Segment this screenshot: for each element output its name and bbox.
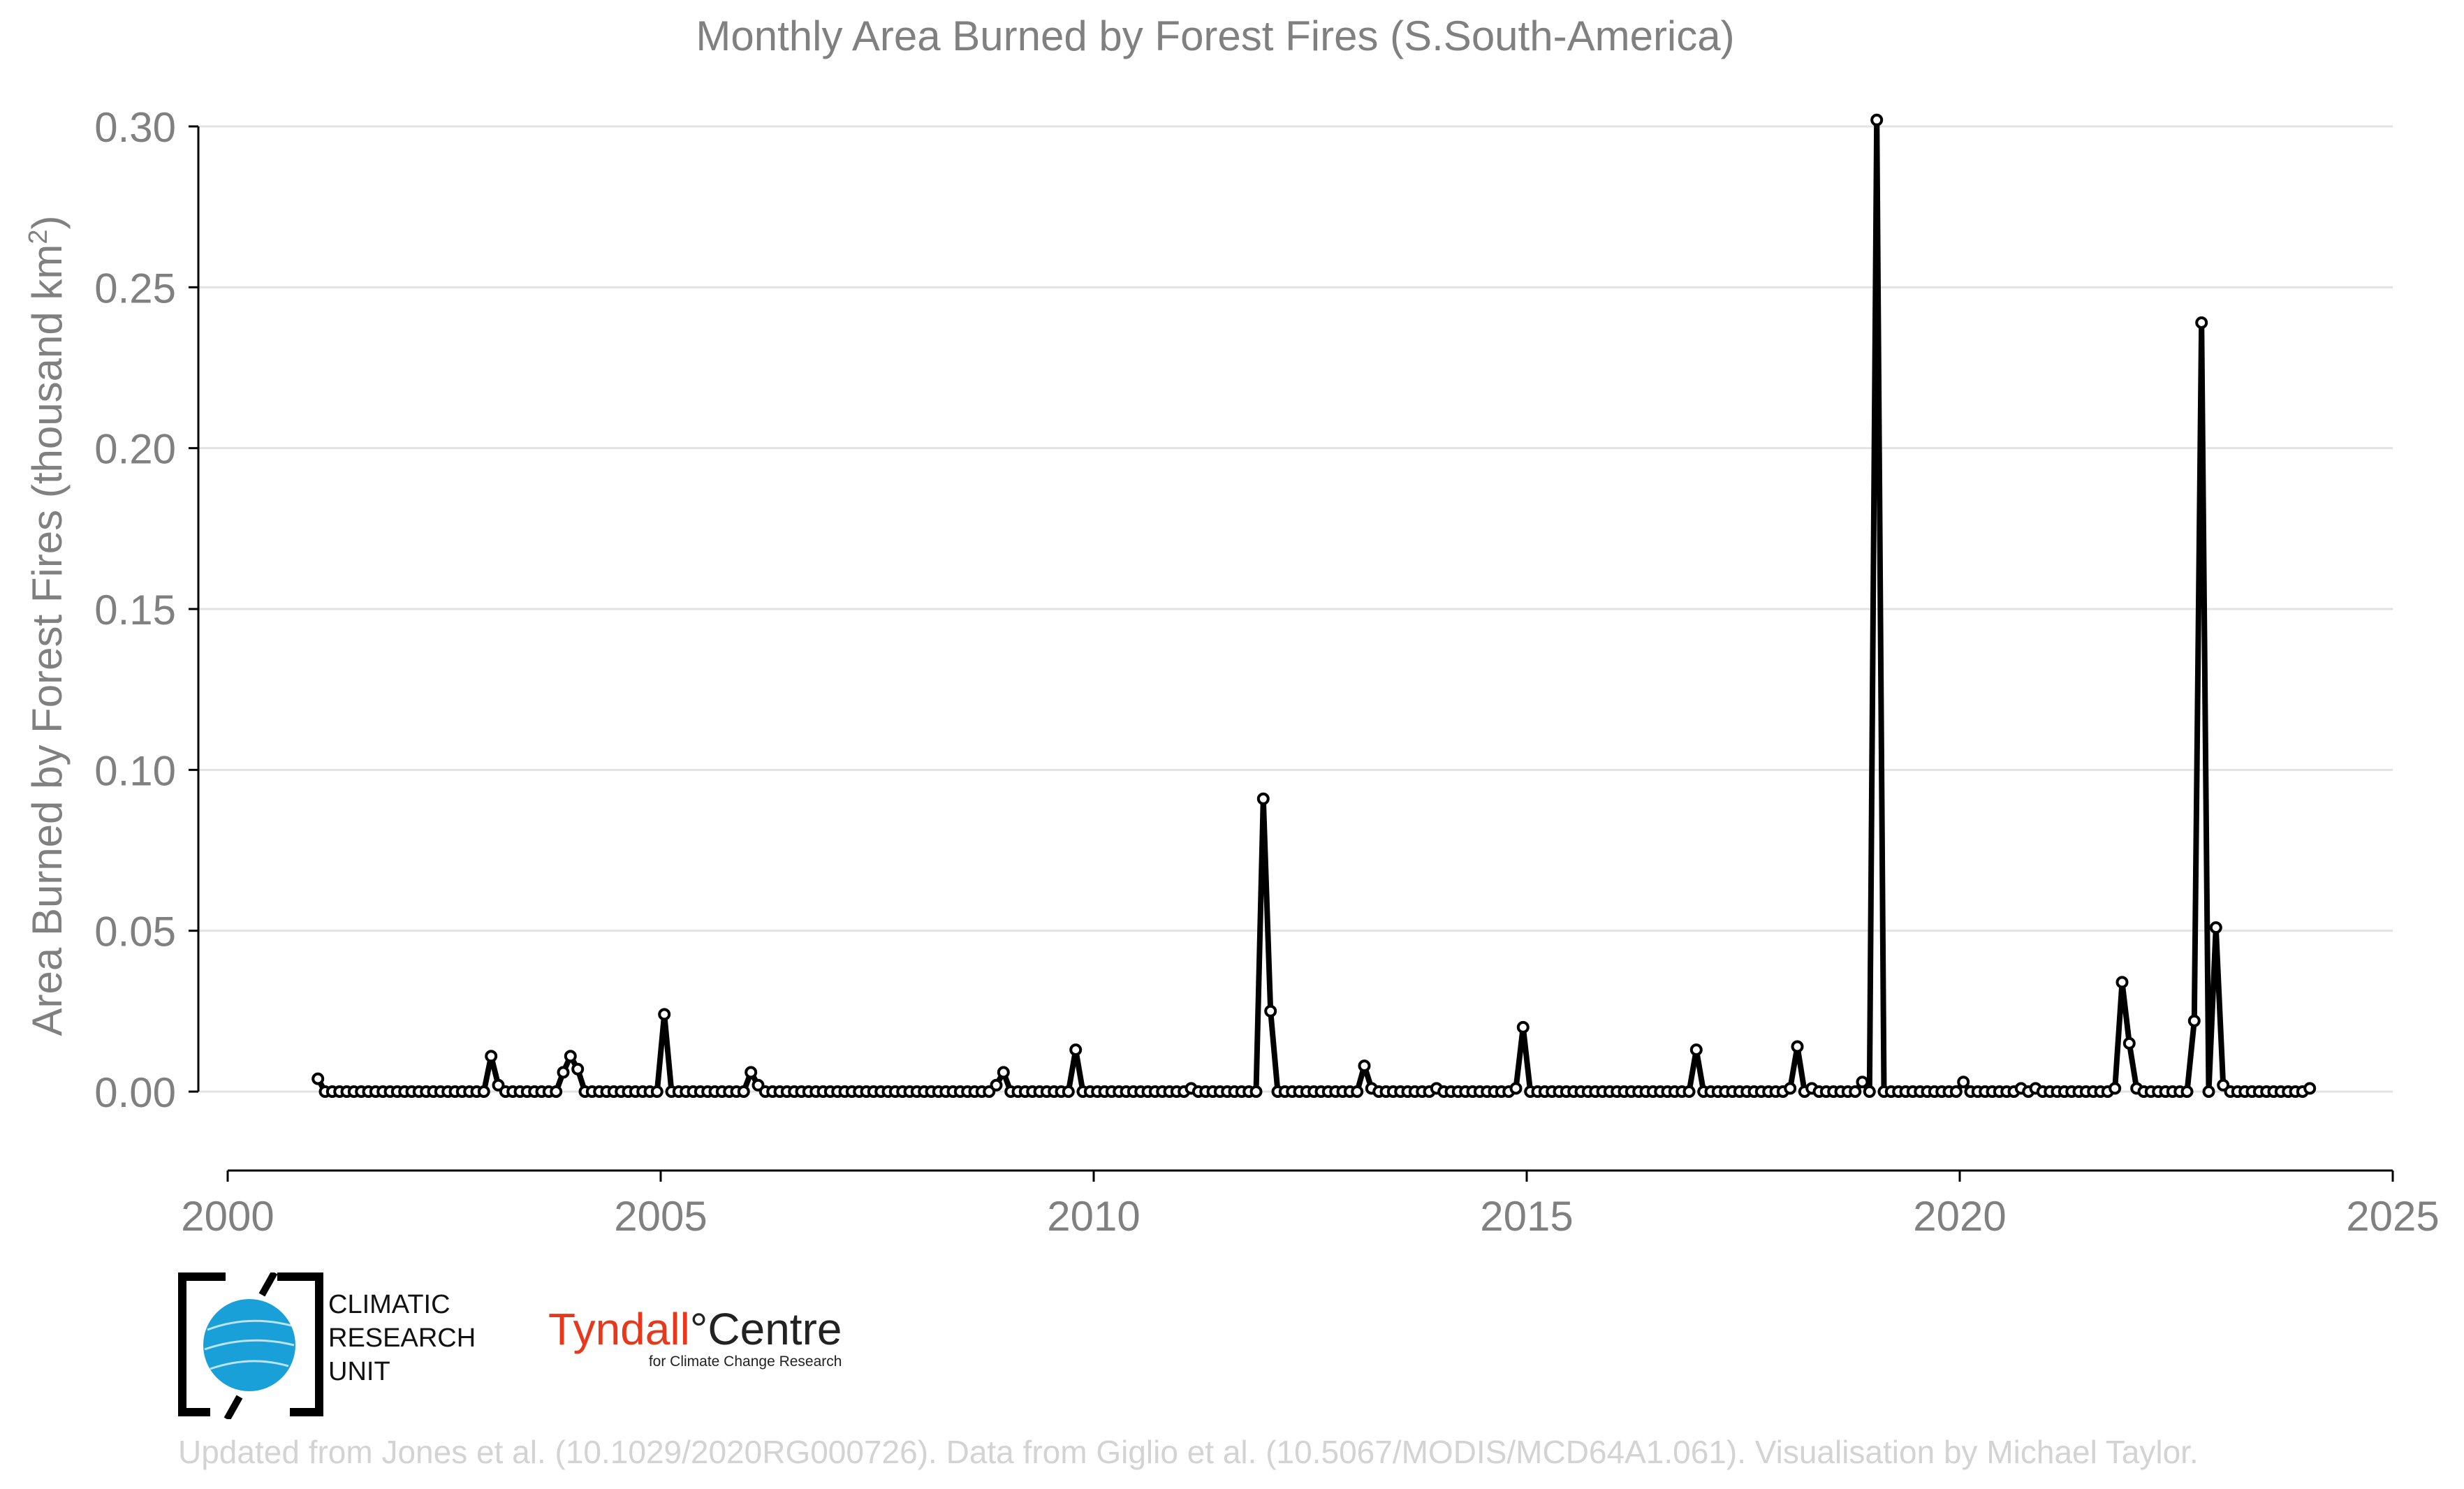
y-tick-label: 0.30: [94, 104, 176, 151]
data-point: [1784, 1082, 1797, 1095]
y-tick-label: 0.05: [94, 909, 176, 955]
data-point: [2202, 1085, 2215, 1098]
data-point: [1062, 1085, 1075, 1098]
tyndall-logo: Tyndall°Centre for Climate Change Resear…: [548, 1304, 842, 1370]
x-tick-label: 2010: [1047, 1193, 1140, 1240]
data-point: [658, 1008, 671, 1021]
data-point: [1069, 1043, 1083, 1057]
data-point: [477, 1085, 490, 1098]
data-point: [650, 1085, 663, 1098]
data-point: [557, 1066, 570, 1079]
data-point: [2303, 1082, 2317, 1095]
data-point: [2109, 1082, 2122, 1095]
data-point: [1358, 1059, 1371, 1073]
data-point: [1264, 1004, 1277, 1018]
x-tick-label: 2025: [2346, 1193, 2439, 1240]
y-tick-label: 0.10: [94, 747, 176, 794]
data-point: [2180, 1085, 2194, 1098]
data-point: [485, 1050, 498, 1063]
data-point: [1256, 792, 1270, 805]
x-tick-label: 2020: [1913, 1193, 2006, 1240]
data-point: [1682, 1085, 1696, 1098]
data-point: [1849, 1085, 1862, 1098]
data-point: [1957, 1076, 1970, 1089]
cru-logo: [178, 1272, 323, 1419]
data-point: [737, 1085, 750, 1098]
data-point: [1516, 1020, 1530, 1034]
data-point: [1509, 1082, 1523, 1095]
x-tick-label: 2005: [614, 1193, 707, 1240]
y-tick-label: 0.15: [94, 587, 176, 633]
series-line: [315, 117, 2311, 1094]
data-point: [2209, 921, 2222, 934]
y-tick-label: 0.00: [94, 1069, 176, 1116]
data-point: [990, 1078, 1003, 1092]
chart-title: Monthly Area Burned by Forest Fires (S.S…: [696, 13, 1734, 59]
y-axis-label: Area Burned by Forest Fires (thousand km…: [24, 216, 71, 1036]
y-tick-label: 0.25: [94, 265, 176, 311]
data-point: [1249, 1085, 1263, 1098]
data-point: [2195, 316, 2208, 329]
data-point: [2122, 1036, 2136, 1050]
data-point: [564, 1050, 577, 1063]
x-tick-label: 2015: [1480, 1193, 1573, 1240]
data-point: [1949, 1085, 1963, 1098]
data-point: [997, 1066, 1010, 1079]
data-markers: [311, 113, 2317, 1098]
data-point: [1856, 1076, 1869, 1089]
data-point: [1689, 1043, 1703, 1057]
data-point: [1791, 1040, 1804, 1053]
data-series: [315, 117, 2311, 1094]
gridlines: [198, 125, 2393, 1093]
credit-text: Updated from Jones et al. (10.1029/2020R…: [178, 1434, 2199, 1470]
x-tick-labels: 2000 2005 2010 2015 2020 2025: [181, 1193, 2439, 1240]
cru-logo-text: CLIMATIC RESEARCH UNIT: [328, 1290, 476, 1386]
data-point: [1863, 1085, 1876, 1098]
y-tick-label: 0.20: [94, 426, 176, 473]
data-point: [2115, 976, 2129, 989]
data-point: [745, 1066, 758, 1079]
data-point: [571, 1062, 585, 1076]
axes: [189, 125, 2394, 1182]
data-point: [550, 1085, 563, 1098]
data-point: [1351, 1085, 1364, 1098]
logos: CLIMATIC RESEARCH UNIT Tyndall°Centre fo…: [178, 1272, 877, 1419]
x-tick-label: 2000: [181, 1193, 274, 1240]
data-point: [2187, 1014, 2201, 1027]
y-tick-labels: 0.00 0.05 0.10 0.15 0.20 0.25 0.30: [94, 104, 176, 1116]
data-point: [311, 1072, 325, 1085]
data-point: [1870, 113, 1884, 126]
